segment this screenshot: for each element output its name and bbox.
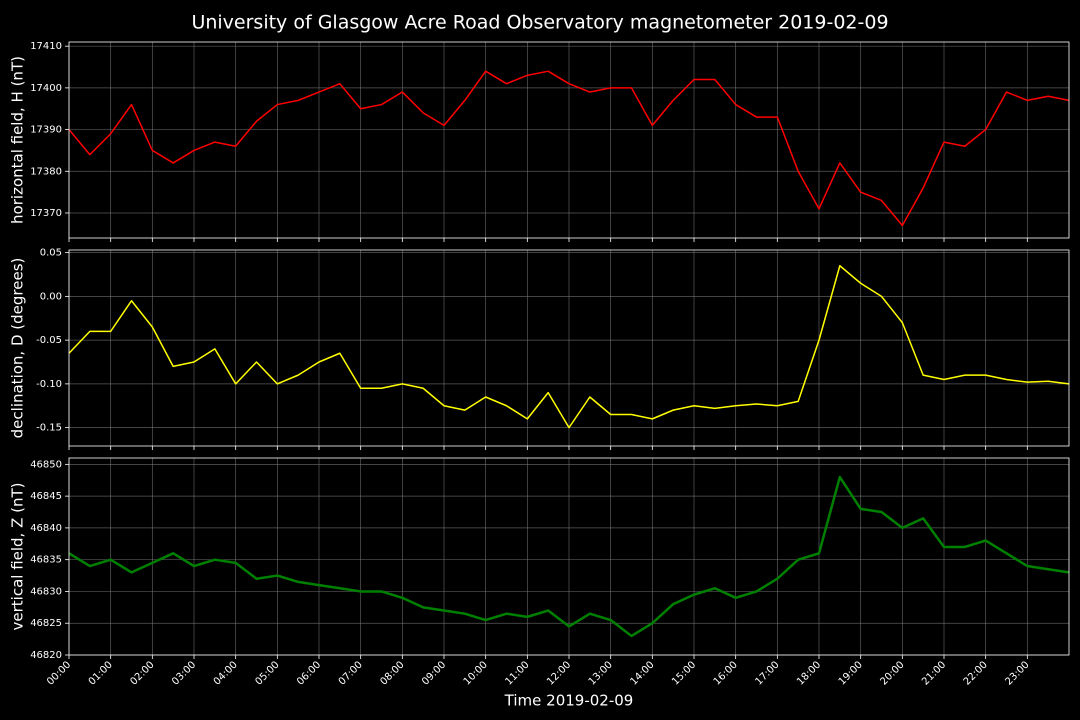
x-axis-label: Time 2019-02-09 <box>504 692 634 710</box>
x-tick-label: 20:00 <box>878 659 906 687</box>
x-tick-label: 11:00 <box>503 659 531 687</box>
data-line <box>68 265 1070 429</box>
y-tick-label: 46830 <box>30 586 62 597</box>
y-tick-label: 17410 <box>30 41 62 52</box>
y-tick-label: 46820 <box>30 650 62 661</box>
x-tick-label: 19:00 <box>837 659 865 687</box>
x-tick-label: 17:00 <box>753 659 781 687</box>
x-tick-label: 00:00 <box>45 659 73 687</box>
x-tick-label: 01:00 <box>87 659 115 687</box>
x-tick-label: 16:00 <box>712 659 740 687</box>
y-tick-label: -0.10 <box>36 379 62 390</box>
y-tick-label: 17390 <box>30 125 62 136</box>
plot-frame <box>68 41 1070 239</box>
y-tick-label: 46845 <box>30 491 62 502</box>
y-tick-label: 46850 <box>30 459 62 470</box>
y-tick-label: 17370 <box>30 208 62 219</box>
x-tick-label: 14:00 <box>628 659 656 687</box>
y-axis-label: horizontal field, H (nT) <box>9 56 27 224</box>
y-axis-label: declination, D (degrees) <box>9 258 27 439</box>
x-tick-label: 22:00 <box>962 659 990 687</box>
x-tick-label: 18:00 <box>795 659 823 687</box>
x-tick-label: 12:00 <box>545 659 573 687</box>
data-line <box>68 475 1070 638</box>
y-tick-label: 0.00 <box>40 291 62 302</box>
y-tick-label: 0.05 <box>40 248 62 259</box>
y-tick-label: 46835 <box>30 555 62 566</box>
y-axis-label: vertical field, Z (nT) <box>9 482 27 630</box>
x-tick-label: 15:00 <box>670 659 698 687</box>
y-tick-label: -0.05 <box>36 335 62 346</box>
y-tick-label: 46840 <box>30 523 62 534</box>
plot-frame <box>68 249 1070 447</box>
x-tick-label: 09:00 <box>420 659 448 687</box>
chart-title: University of Glasgow Acre Road Observat… <box>191 12 888 34</box>
x-tick-label: 06:00 <box>295 659 323 687</box>
x-tick-label: 21:00 <box>920 659 948 687</box>
x-tick-label: 23:00 <box>1003 659 1031 687</box>
x-tick-label: 10:00 <box>462 659 490 687</box>
y-tick-label: 46825 <box>30 618 62 629</box>
data-line <box>68 70 1070 227</box>
x-tick-label: 04:00 <box>212 659 240 687</box>
x-tick-label: 08:00 <box>378 659 406 687</box>
y-tick-label: -0.15 <box>36 423 62 434</box>
y-tick-label: 17400 <box>30 83 62 94</box>
y-tick-label: 17380 <box>30 166 62 177</box>
x-tick-label: 07:00 <box>337 659 365 687</box>
x-tick-label: 03:00 <box>170 659 198 687</box>
x-tick-label: 05:00 <box>253 659 281 687</box>
x-tick-label: 13:00 <box>587 659 615 687</box>
plot-frame <box>68 457 1070 656</box>
x-tick-label: 02:00 <box>128 659 156 687</box>
